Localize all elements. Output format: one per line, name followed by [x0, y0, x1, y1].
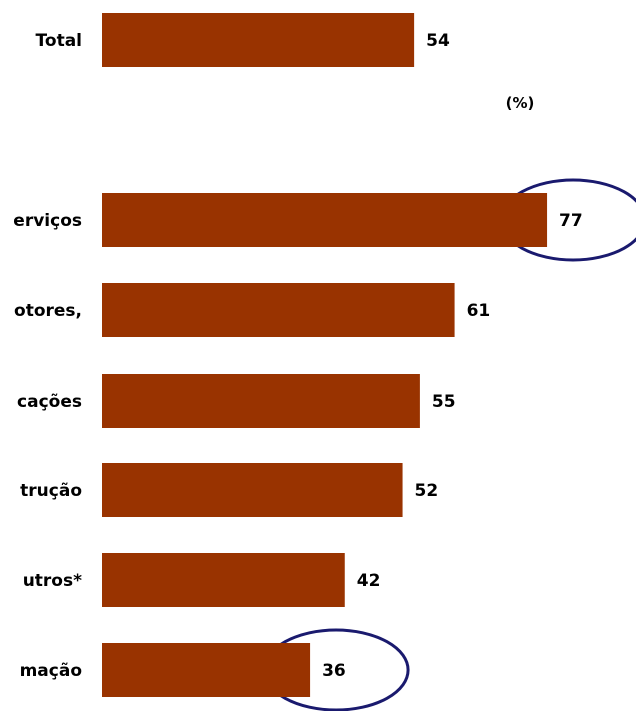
labels-group: Total 54 erviços 77 otores, 61 cações 55 trução 5… — [13, 31, 582, 681]
bar-2 — [102, 283, 455, 337]
value-label-5: 42 — [357, 571, 381, 591]
category-label-0: Total — [36, 31, 82, 51]
bar-1 — [102, 193, 548, 247]
value-label-3: 55 — [432, 392, 456, 412]
unit-label: (%) — [506, 94, 535, 112]
value-label-4: 52 — [415, 481, 439, 501]
category-label-1: erviços — [13, 211, 82, 231]
category-label-6: mação — [20, 661, 82, 681]
category-label-2: otores, — [14, 301, 82, 321]
bars-group — [102, 13, 548, 697]
value-label-0: 54 — [426, 31, 450, 51]
bar-5 — [102, 553, 345, 607]
value-label-6: 36 — [322, 661, 346, 681]
bar-0 — [102, 13, 415, 67]
bar-6 — [102, 643, 311, 697]
value-label-1: 77 — [559, 211, 583, 231]
category-label-4: trução — [20, 481, 82, 501]
highlight-ellipses — [262, 178, 636, 711]
value-label-2: 61 — [467, 301, 491, 321]
bar-3 — [102, 374, 420, 428]
category-label-5: utros* — [23, 571, 82, 591]
category-label-3: cações — [17, 392, 82, 412]
bar-4 — [102, 463, 403, 517]
